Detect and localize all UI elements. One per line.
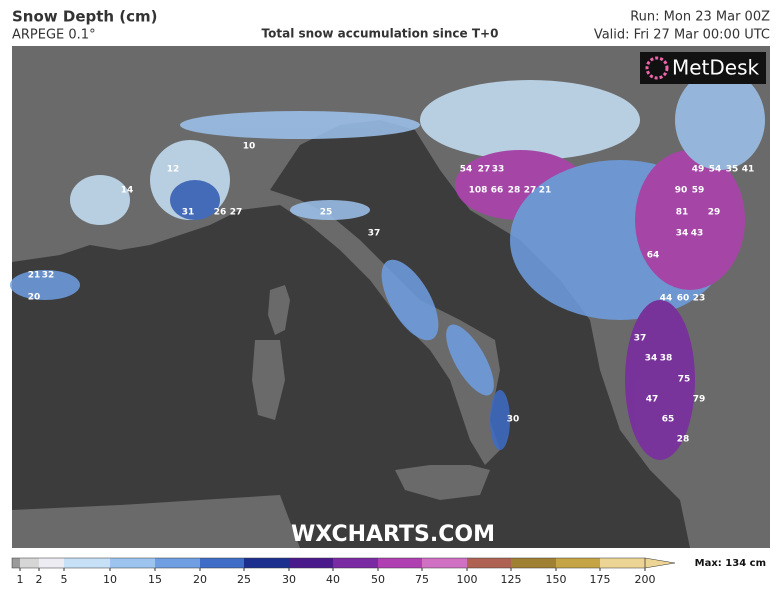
legend-tick-label: 5 [61,573,68,586]
map-label: 27 [524,186,537,196]
map-label: 37 [634,334,647,344]
valid: Valid: Fri 27 Mar 00:00 UTC [594,28,770,43]
map-label: 34 [645,354,658,364]
legend-swatch [244,558,289,568]
map-label: 34 [676,229,689,239]
map-label: 79 [693,395,706,405]
island [252,340,285,420]
map-label: 60 [677,294,690,304]
map-label: 21 [28,271,41,281]
legend-tick-label: 100 [457,573,478,586]
island [268,285,290,335]
map-label: 54 [460,165,473,175]
legend-tick-label: 125 [501,573,522,586]
map-label: 10 [243,142,256,152]
map-label: 28 [508,186,521,196]
map-label: 59 [692,186,705,196]
legend-tick-label: 10 [103,573,117,586]
legend-swatch [64,558,110,568]
legend-tick-label: 40 [326,573,340,586]
legend-swatch [556,558,600,568]
legend-swatch [289,558,333,568]
legend-swatch [12,558,20,568]
island [395,465,490,500]
map-label: 49 [692,165,705,175]
map-label: 27 [230,208,243,218]
title: Snow Depth (cm) [12,8,158,26]
legend-arrow [644,557,676,569]
map-label: 66 [491,186,504,196]
map-label: 31 [182,208,195,218]
map-label: 30 [507,415,520,425]
map-label: 32 [42,271,55,281]
legend-tick-label: 75 [415,573,429,586]
map-label: 75 [678,375,691,385]
legend-swatch [333,558,378,568]
map-label: 20 [28,293,41,303]
map-label: 12 [167,165,180,175]
legend-swatch [378,558,422,568]
snow-cover [10,70,765,460]
legend-swatch [467,558,511,568]
map-label: 27 [478,165,491,175]
map-label: 44 [660,294,673,304]
map-label: 90 [675,186,688,196]
subtitle: Total snow accumulation since T+0 [262,27,499,41]
map-label: 26 [214,208,227,218]
legend-swatch [600,558,645,568]
legend-swatch [39,558,64,568]
legend-swatch [422,558,467,568]
logo-icon [645,56,669,80]
legend-swatch [110,558,155,568]
map-label: 54 [709,165,722,175]
legend-swatch [155,558,200,568]
map-label: 37 [368,229,381,239]
legend-tick-label: 50 [371,573,385,586]
model: ARPEGE 0.1° [12,28,96,43]
map-label: 81 [676,208,689,218]
map-label: 47 [646,395,659,405]
legend-frame [11,557,646,569]
map-label: 29 [708,208,721,218]
legend-tick-label: 1 [17,573,24,586]
legend-tick-label: 25 [237,573,251,586]
run: Run: Mon 23 Mar 00Z [630,10,770,25]
legend-tick-label: 20 [193,573,207,586]
legend-swatch [20,558,39,568]
map-label: 35 [726,165,739,175]
map-label: 14 [121,186,134,196]
map-label: 108 [469,186,488,196]
legend-swatch [511,558,556,568]
legend-tick-label: 2 [36,573,43,586]
map-label: 64 [647,251,660,261]
map-label: 43 [691,229,704,239]
legend-tick-label: 175 [590,573,611,586]
map-label: 28 [677,435,690,445]
legend-swatch [200,558,244,568]
legend-tick-label: 30 [282,573,296,586]
legend-max: Max: 134 cm [695,558,766,569]
map-label: 38 [660,354,673,364]
map-label: 25 [320,208,333,218]
legend-tick-label: 150 [546,573,567,586]
watermark: WXCHARTS.COM [291,522,495,547]
legend-tick-label: 200 [635,573,656,586]
legend-tick-label: 15 [148,573,162,586]
map-label: 33 [492,165,505,175]
logo: MetDesk [672,56,760,80]
map-label: 65 [662,415,675,425]
map-label: 41 [742,165,755,175]
map-label: 23 [693,294,706,304]
map-label: 21 [539,186,552,196]
land [12,495,300,548]
